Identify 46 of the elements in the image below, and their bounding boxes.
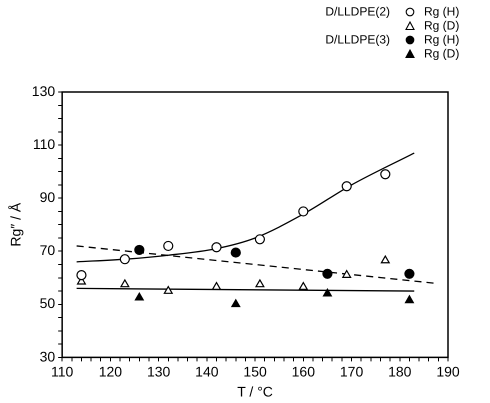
x-tick-label: 120	[98, 364, 122, 380]
point	[380, 169, 390, 180]
point	[298, 206, 308, 217]
y-tick-label: 30	[40, 348, 56, 364]
x-tick-label: 110	[50, 364, 74, 380]
point	[230, 247, 241, 258]
y-tick-label: 90	[40, 189, 56, 206]
point	[134, 244, 144, 256]
point	[120, 254, 130, 264]
x-axis-title: T / °C	[237, 383, 273, 400]
x-tick-label: 170	[340, 364, 364, 380]
point	[404, 295, 414, 304]
point	[342, 181, 352, 192]
point	[231, 299, 240, 308]
x-tick-label: 140	[195, 364, 219, 380]
x-tick-label: 180	[388, 364, 412, 380]
point	[164, 286, 173, 294]
point	[212, 282, 221, 290]
x-tick-label: 160	[292, 364, 316, 380]
text: D/LLDPE(3)	[325, 32, 390, 46]
point	[380, 255, 390, 264]
y-axis-title: Rg″ / Å	[7, 202, 24, 247]
x-tick-label: 190	[436, 364, 460, 380]
point	[322, 268, 333, 279]
x-tick-label: 130	[146, 364, 171, 380]
y-tick-label: 50	[40, 295, 56, 312]
legend-label: Rg (H)	[424, 4, 460, 18]
point	[342, 270, 352, 278]
point	[163, 240, 174, 252]
point	[255, 279, 264, 288]
y-tick-label: 70	[40, 242, 56, 258]
point	[322, 288, 332, 297]
y-tick-label: 130	[32, 82, 56, 99]
text: D/LLDPE(2)	[325, 4, 390, 18]
x-tick-label: 150	[243, 364, 267, 380]
point	[76, 270, 87, 280]
point	[134, 292, 144, 301]
legend-label: Rg (D)	[424, 18, 460, 32]
point	[211, 242, 222, 252]
y-tick-label: 110	[32, 136, 56, 152]
point	[404, 268, 415, 279]
legend-label: Rg (D)	[424, 46, 460, 60]
point	[120, 279, 130, 288]
point	[298, 282, 308, 290]
legend-label: Rg (H)	[424, 32, 460, 46]
point	[254, 234, 265, 244]
